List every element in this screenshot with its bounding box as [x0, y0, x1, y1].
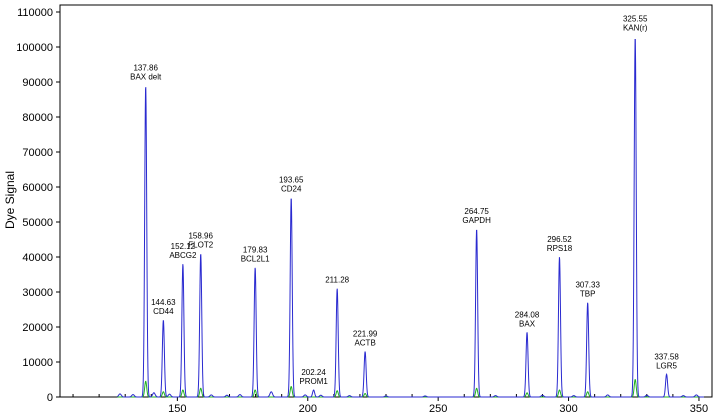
peak-gene-label: ABCG2: [169, 251, 197, 260]
peak-size-label: 179.83: [243, 246, 268, 255]
peak-gene-label: FLOT2: [188, 241, 213, 250]
peak-gene-label: CD44: [153, 307, 174, 316]
peak-gene-label: CD24: [281, 185, 302, 194]
y-tick-label: 110000: [17, 7, 53, 19]
peak-size-label: 158.96: [188, 232, 213, 241]
peak-gene-label: BAX: [519, 319, 536, 328]
peak-size-label: 211.28: [325, 276, 349, 285]
peak-size-label: 325.55: [623, 15, 648, 24]
peak-size-label: 137.86: [133, 64, 158, 73]
y-tick-label: 100000: [16, 42, 53, 54]
peak-size-label: 152.12: [171, 242, 196, 251]
peak-size-label: 264.75: [464, 207, 489, 216]
plot-area: 0 10000 20000 30000 40000 50000 60000 70000 8000…: [16, 4, 713, 415]
x-tick-label: 300: [559, 403, 577, 415]
x-tick-label: 200: [299, 403, 317, 415]
signal-trace: [117, 38, 704, 398]
peak-gene-label: KAN(r): [623, 24, 648, 33]
peak-gene-label: LGR5: [656, 361, 677, 370]
peak-gene-label: RPS18: [547, 244, 573, 253]
peak-gene-label: BCL2L1: [241, 255, 270, 264]
y-tick-label: 30000: [22, 287, 53, 299]
peak-size-label: 296.52: [547, 235, 572, 244]
y-tick-label: 60000: [22, 182, 53, 194]
y-tick-label: 20000: [22, 322, 53, 334]
y-tick-label: 70000: [22, 147, 53, 159]
peak-size-label: 221.99: [353, 330, 378, 339]
x-tick-label: 250: [429, 403, 447, 415]
peak-gene-label: ACTB: [354, 339, 375, 348]
peak-size-label: 307.33: [575, 281, 600, 290]
peak-size-label: 202.24: [301, 368, 326, 377]
peak-gene-label: BAX delt: [130, 73, 162, 82]
peak-size-label: 193.65: [279, 176, 304, 185]
y-axis-title: Dye Signal: [3, 171, 17, 229]
y-tick-label: 40000: [22, 252, 53, 264]
peak-size-label: 144.63: [151, 298, 176, 307]
peak-gene-label: TBP: [580, 290, 596, 299]
y-tick-label: 80000: [22, 112, 53, 124]
y-tick-label: 90000: [22, 77, 53, 89]
peak-gene-label: PROM1: [299, 377, 328, 386]
peak-size-label: 337.58: [654, 352, 679, 361]
peak-gene-label: GAPDH: [462, 216, 491, 225]
peak-size-label: 284.08: [515, 310, 540, 319]
x-tick-label: 350: [690, 403, 708, 415]
y-tick-label: 10000: [22, 357, 53, 369]
x-tick-label: 150: [168, 403, 186, 415]
y-tick-label: 0: [47, 392, 53, 404]
y-tick-label: 50000: [22, 217, 53, 229]
